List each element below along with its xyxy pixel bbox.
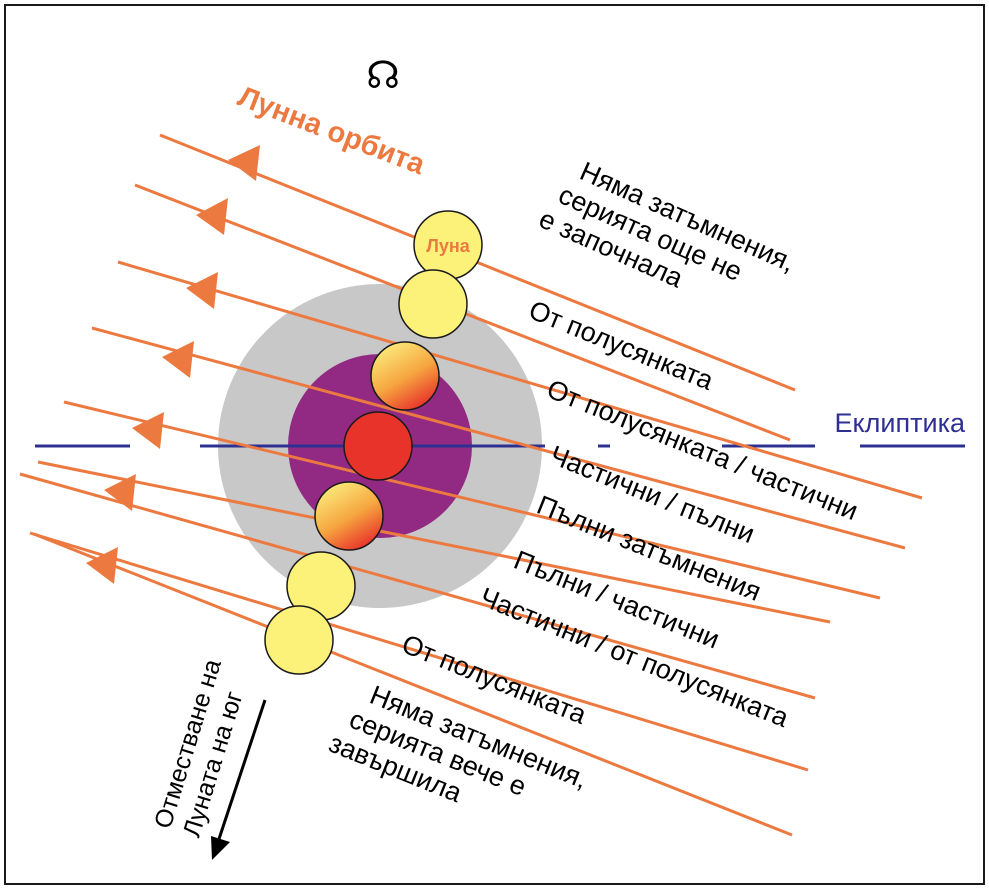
orbit-direction-arrow bbox=[132, 412, 164, 449]
moon-positions bbox=[264, 210, 483, 675]
orbit-line bbox=[91, 326, 906, 550]
ascending-node-symbol: ☊ bbox=[366, 55, 400, 97]
moon-total bbox=[343, 411, 413, 481]
orbit-direction-arrow bbox=[86, 547, 118, 584]
southward-shift-arrow bbox=[216, 699, 267, 843]
moon-label: Луна bbox=[426, 236, 471, 256]
moon-partial bbox=[314, 481, 384, 551]
orbit-arrows bbox=[86, 145, 260, 584]
orbit-direction-arrow bbox=[186, 272, 218, 309]
orbit-line bbox=[63, 400, 881, 600]
ecliptic-label: Еклиптика bbox=[835, 408, 966, 438]
orbit-direction-arrow bbox=[104, 474, 136, 511]
orbit-direction-arrow bbox=[228, 145, 260, 181]
moon-penumbral bbox=[398, 269, 468, 339]
orbit-direction-arrow bbox=[162, 341, 194, 378]
moon-no-eclipse bbox=[264, 605, 334, 675]
orbit-lines bbox=[19, 133, 923, 837]
orbit-line bbox=[33, 532, 793, 837]
orbit-line bbox=[19, 472, 816, 700]
orbit-direction-arrow bbox=[196, 198, 228, 235]
orbit-line bbox=[117, 260, 923, 500]
southward-shift-arrowhead bbox=[211, 836, 230, 860]
orbit-line bbox=[37, 460, 831, 624]
orbit-line bbox=[29, 531, 809, 772]
moon-partial bbox=[370, 341, 440, 411]
